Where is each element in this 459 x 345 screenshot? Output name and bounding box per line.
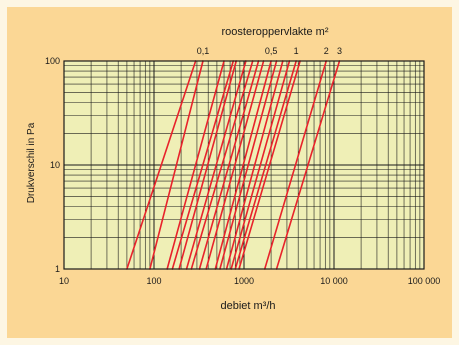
top-label: 1 [294,46,299,56]
top-label: 0,1 [197,46,210,56]
series-line [166,60,225,270]
series-line [171,60,235,270]
series-line [230,60,291,270]
series-line [225,60,284,270]
series-line [126,60,197,270]
x-axis-label: debiet m³/h [220,300,275,312]
y-tick-label: 10 [50,160,60,170]
top-label: 2 [324,46,329,56]
x-tick-label: 1000 [234,276,254,286]
x-tick-label: 10 [59,276,69,286]
y-tick-labels: 1 10 100 [45,56,60,274]
y-tick-label: 100 [45,56,60,66]
y-tick-label: 1 [55,264,60,274]
series-line [234,60,297,270]
series-line [149,60,204,270]
x-tick-label: 10 000 [320,276,348,286]
series-line [275,60,341,270]
top-labels: 0,1 0,5 1 2 3 [197,46,342,56]
series-line [185,60,247,270]
plot-frame [63,60,425,270]
y-axis-label: Drukverschil in Pa [26,122,37,203]
series-line [190,60,254,270]
x-tick-labels: 10 100 1000 10 000 100 000 [59,276,440,286]
series-line [263,60,328,270]
top-label: 0,5 [265,46,278,56]
series-line [198,60,260,270]
series-lines [126,60,341,270]
x-tick-label: 100 000 [408,276,441,286]
top-label: 3 [337,46,342,56]
series-line [214,60,272,270]
series-line [205,60,265,270]
series-line [219,60,278,270]
series-line [238,60,301,270]
series-line [178,60,238,270]
x-tick-label: 100 [146,276,161,286]
chart-title: roosteroppervlakte m² [222,26,329,38]
